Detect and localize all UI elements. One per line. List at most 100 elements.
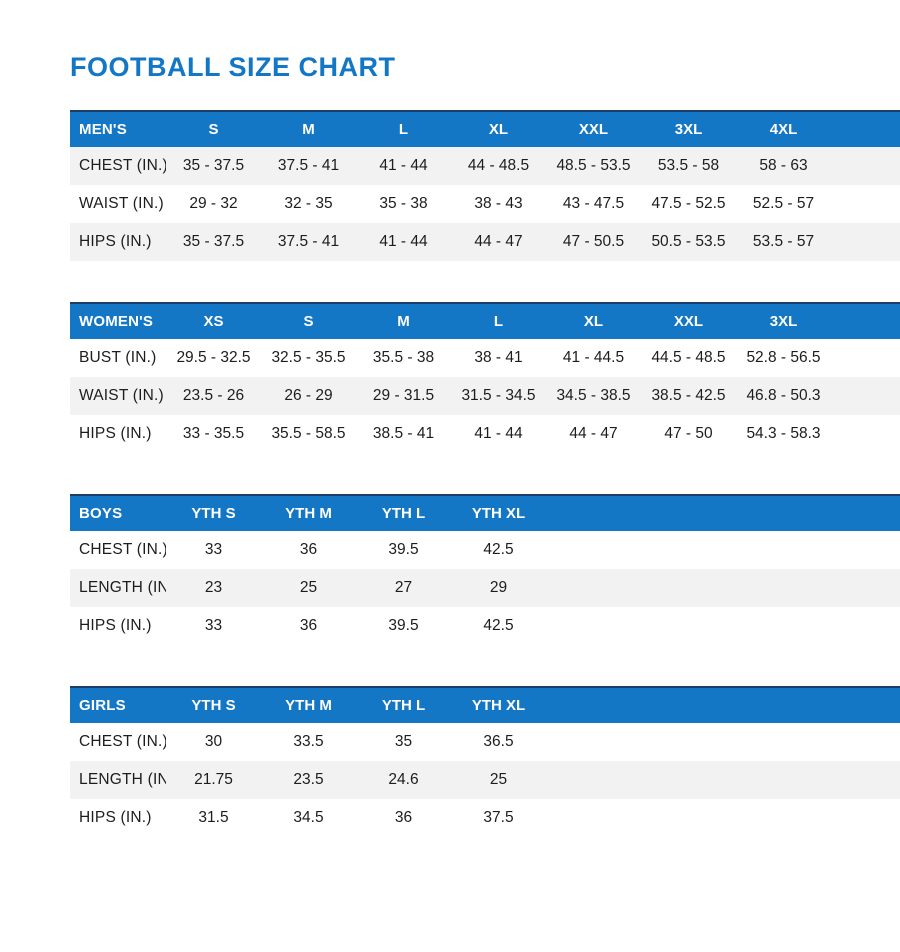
size-value-cell: 23.5 <box>293 771 324 788</box>
size-column-header: L <box>398 121 409 138</box>
size-column-header: M <box>302 121 315 138</box>
size-value-cell: 35.5 - 58.5 <box>271 425 346 442</box>
size-value-cell: 41 - 44 <box>379 233 428 250</box>
table-body: CHEST (IN.) 33 36 39.5 42.5 LENGTH (IN.) 23 25 2… <box>70 531 900 645</box>
row-label: WAIST (IN.) <box>79 195 164 212</box>
size-value-cell: 25 <box>489 771 508 788</box>
table-row: HIPS (IN.) 33 36 39.5 42.5 <box>70 607 900 645</box>
size-value-cell: 38.5 - 42.5 <box>651 387 726 404</box>
size-value-cell: 47.5 - 52.5 <box>651 195 726 212</box>
size-value-cell: 35.5 - 38 <box>372 349 435 366</box>
row-label: LENGTH (IN.) <box>79 579 166 596</box>
size-value-cell: 46.8 - 50.3 <box>746 387 821 404</box>
table-title-cell: MEN'S <box>79 121 127 138</box>
row-label: HIPS (IN.) <box>79 617 152 634</box>
size-column-header: YTH XL <box>471 697 526 714</box>
row-label: CHEST (IN.) <box>79 157 166 174</box>
size-value-cell: 47 - 50.5 <box>562 233 625 250</box>
size-value-cell: 35 - 38 <box>379 195 428 212</box>
size-value-cell: 42.5 <box>483 617 514 634</box>
size-value-cell: 52.5 - 57 <box>752 195 815 212</box>
size-value-cell: 52.8 - 56.5 <box>746 349 821 366</box>
table-row: LENGTH (IN.) 21.75 23.5 24.6 25 <box>70 761 900 799</box>
size-value-cell: 41 - 44 <box>474 425 523 442</box>
size-column-header: YTH L <box>381 505 426 522</box>
size-value-cell: 39.5 <box>388 617 419 634</box>
table-header-row: WOMEN'S XS S M L XL XXL 3XL <box>70 302 900 339</box>
size-column-header: YTH S <box>191 697 236 714</box>
size-value-cell: 38.5 - 41 <box>372 425 435 442</box>
table-row: WAIST (IN.) 23.5 - 26 26 - 29 29 - 31.5 31.5… <box>70 377 900 415</box>
size-value-cell: 54.3 - 58.3 <box>746 425 821 442</box>
size-column-header: S <box>303 313 314 330</box>
table-title-cell: GIRLS <box>79 697 126 714</box>
size-value-cell: 33 <box>204 617 223 634</box>
size-value-cell: 50.5 - 53.5 <box>651 233 726 250</box>
row-label: WAIST (IN.) <box>79 387 164 404</box>
tables-container: MEN'S S M L XL XXL 3XL 4XL CHEST (IN.) 35 - 37.5 3… <box>70 110 900 837</box>
size-value-cell: 36 <box>299 541 318 558</box>
table-row: HIPS (IN.) 33 - 35.5 35.5 - 58.5 38.5 - 41 4… <box>70 415 900 453</box>
table-row: WAIST (IN.) 29 - 32 32 - 35 35 - 38 38 - 43 4… <box>70 185 900 223</box>
size-column-header: XXL <box>578 121 609 138</box>
size-value-cell: 36 <box>299 617 318 634</box>
size-column-header: XXL <box>673 313 704 330</box>
size-column-header: XS <box>203 313 224 330</box>
size-value-cell: 26 - 29 <box>284 387 333 404</box>
table-header-row: MEN'S S M L XL XXL 3XL 4XL <box>70 110 900 147</box>
size-value-cell: 23.5 - 26 <box>182 387 245 404</box>
size-value-cell: 21.75 <box>194 771 233 788</box>
size-column-header: YTH L <box>381 697 426 714</box>
row-label: HIPS (IN.) <box>79 233 152 250</box>
row-label: CHEST (IN.) <box>79 541 166 558</box>
table-body: CHEST (IN.) 35 - 37.5 37.5 - 41 41 - 44 44 -… <box>70 147 900 261</box>
table-title-cell: WOMEN'S <box>79 313 154 330</box>
size-value-cell: 58 - 63 <box>759 157 808 174</box>
size-value-cell: 38 - 43 <box>474 195 523 212</box>
size-value-cell: 30 <box>204 733 223 750</box>
table-row: HIPS (IN.) 31.5 34.5 36 37.5 <box>70 799 900 837</box>
table-row: BUST (IN.) 29.5 - 32.5 32.5 - 35.5 35.5 - 3… <box>70 339 900 377</box>
size-value-cell: 37.5 - 41 <box>277 157 340 174</box>
size-value-cell: 39.5 <box>388 541 419 558</box>
size-value-cell: 44 - 47 <box>474 233 523 250</box>
table-row: CHEST (IN.) 35 - 37.5 37.5 - 41 41 - 44 44 -… <box>70 147 900 185</box>
size-value-cell: 32 - 35 <box>284 195 333 212</box>
womens-size-table: WOMEN'S XS S M L XL XXL 3XL BUST (IN.) 29.5 - 32.… <box>70 302 900 453</box>
table-row: CHEST (IN.) 30 33.5 35 36.5 <box>70 723 900 761</box>
size-column-header: 3XL <box>769 313 798 330</box>
size-value-cell: 53.5 - 57 <box>752 233 815 250</box>
table-body: CHEST (IN.) 30 33.5 35 36.5 LENGTH (IN.) 21.75… <box>70 723 900 837</box>
size-column-header: M <box>397 313 410 330</box>
girls-size-table: GIRLS YTH S YTH M YTH L YTH XL CHEST (IN.) 30 3… <box>70 686 900 837</box>
row-label: CHEST (IN.) <box>79 733 166 750</box>
size-value-cell: 35 <box>394 733 413 750</box>
size-value-cell: 31.5 <box>198 809 229 826</box>
row-label: LENGTH (IN.) <box>79 771 166 788</box>
size-column-header: 4XL <box>769 121 798 138</box>
table-title-cell: BOYS <box>79 505 123 522</box>
size-column-header: 3XL <box>674 121 703 138</box>
size-value-cell: 24.6 <box>388 771 419 788</box>
size-column-header: S <box>208 121 219 138</box>
size-value-cell: 43 - 47.5 <box>562 195 625 212</box>
row-label: HIPS (IN.) <box>79 425 152 442</box>
size-value-cell: 29 <box>489 579 508 596</box>
size-value-cell: 29.5 - 32.5 <box>176 349 251 366</box>
size-column-header: YTH S <box>191 505 236 522</box>
boys-size-table: BOYS YTH S YTH M YTH L YTH XL CHEST (IN.) 33 36… <box>70 494 900 645</box>
size-value-cell: 35 - 37.5 <box>182 157 245 174</box>
table-row: CHEST (IN.) 33 36 39.5 42.5 <box>70 531 900 569</box>
size-value-cell: 34.5 <box>293 809 324 826</box>
size-column-header: YTH XL <box>471 505 526 522</box>
size-column-header: L <box>493 313 504 330</box>
size-value-cell: 23 <box>204 579 223 596</box>
size-value-cell: 36.5 <box>483 733 514 750</box>
size-value-cell: 53.5 - 58 <box>657 157 720 174</box>
table-row: LENGTH (IN.) 23 25 27 29 <box>70 569 900 607</box>
table-row: HIPS (IN.) 35 - 37.5 37.5 - 41 41 - 44 44 - … <box>70 223 900 261</box>
row-label: HIPS (IN.) <box>79 809 152 826</box>
size-value-cell: 37.5 - 41 <box>277 233 340 250</box>
size-value-cell: 33.5 <box>293 733 324 750</box>
page-title: FOOTBALL SIZE CHART <box>70 52 396 82</box>
